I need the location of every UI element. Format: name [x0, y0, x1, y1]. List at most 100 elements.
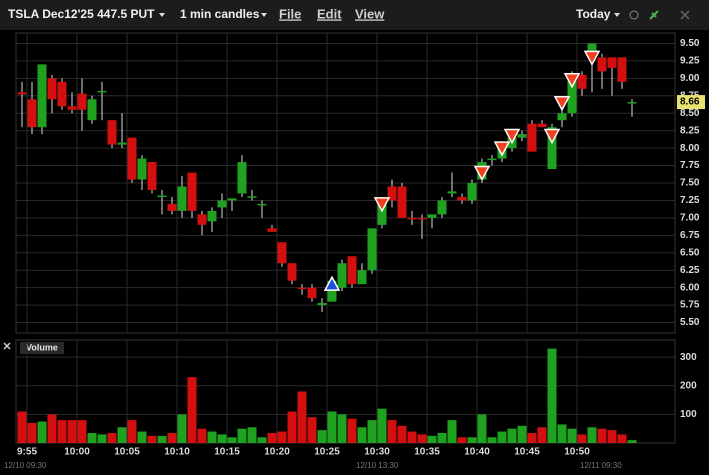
- volume-bar: [457, 437, 467, 443]
- volume-bar: [87, 432, 97, 443]
- candle-body: [157, 195, 167, 198]
- volume-bar: [137, 431, 147, 443]
- dropdown-arrow[interactable]: [261, 13, 267, 17]
- candle-body: [327, 280, 337, 302]
- volume-bar: [337, 414, 347, 443]
- y-tick-label: 6.50: [680, 247, 700, 258]
- trade-marker: [543, 128, 561, 145]
- candle-body: [237, 162, 247, 194]
- x-tick-label: 10:10: [164, 447, 190, 458]
- x-tick-label: 10:15: [214, 447, 240, 458]
- volume-bar: [597, 428, 607, 443]
- candle-body: [407, 217, 417, 220]
- candle-body: [617, 57, 627, 82]
- candle-body: [447, 191, 457, 194]
- y-tick-label: 7.00: [680, 213, 700, 224]
- trade-marker: [563, 72, 581, 89]
- candle-body: [467, 183, 477, 201]
- session-label: 12/10 13:30: [356, 461, 399, 470]
- candle-body: [217, 200, 227, 208]
- volume-bar: [257, 437, 267, 443]
- volume-bar: [447, 420, 457, 443]
- volume-bar: [607, 430, 617, 443]
- candle-body: [137, 158, 147, 180]
- candle-body: [277, 242, 287, 264]
- volume-bar: [117, 427, 127, 443]
- volume-bar: [347, 418, 357, 443]
- candle-body: [437, 200, 447, 215]
- volume-bar: [77, 420, 87, 443]
- volume-bar: [217, 434, 227, 443]
- candle-body: [127, 137, 137, 180]
- candle-body: [627, 102, 637, 104]
- volume-bar: [237, 428, 247, 443]
- candle-body: [167, 203, 177, 211]
- menu-file[interactable]: File: [279, 6, 301, 21]
- y-tick-label: 9.25: [680, 56, 700, 67]
- y-tick-label: 6.25: [680, 265, 700, 276]
- timeframe-selector[interactable]: 1 min candles: [180, 7, 260, 21]
- volume-bar: [467, 437, 477, 443]
- volume-bar: [557, 424, 567, 443]
- close-panel[interactable]: [3, 342, 11, 350]
- candle-body: [547, 127, 557, 170]
- y-tick-label: 8.50: [680, 108, 700, 119]
- candle-body: [197, 214, 207, 225]
- volume-bar: [407, 431, 417, 443]
- volume-bar: [397, 425, 407, 443]
- dropdown-arrow[interactable]: [159, 13, 165, 17]
- link-icon[interactable]: [649, 10, 659, 20]
- candle-body: [457, 196, 467, 201]
- volume-bar: [367, 420, 377, 443]
- candle-body: [77, 93, 87, 110]
- candle-body: [587, 43, 597, 51]
- candle-body: [87, 99, 97, 121]
- candle-body: [227, 198, 237, 201]
- close-icon[interactable]: [680, 10, 690, 20]
- menu-edit[interactable]: Edit: [317, 6, 342, 21]
- candle-body: [377, 200, 387, 225]
- candle-body: [517, 134, 527, 138]
- settings-icon[interactable]: [629, 10, 639, 20]
- symbol-selector[interactable]: TSLA Dec12'25 447.5 PUT: [8, 7, 155, 21]
- volume-bar: [227, 437, 237, 443]
- volume-bar: [317, 430, 327, 443]
- volume-bar: [307, 417, 317, 443]
- volume-bar: [387, 420, 397, 443]
- x-tick-label: 10:20: [264, 447, 290, 458]
- volume-bar: [587, 427, 597, 443]
- volume-bar: [197, 428, 207, 443]
- volume-title: Volume: [26, 342, 58, 352]
- menu-view[interactable]: View: [355, 6, 385, 21]
- volume-bar: [617, 434, 627, 443]
- dropdown-arrow[interactable]: [614, 13, 620, 17]
- y-tick-label: 8.00: [680, 143, 700, 154]
- trade-marker: [323, 275, 341, 291]
- candle-body: [247, 196, 257, 198]
- y-tick-label: 7.25: [680, 195, 700, 206]
- trade-marker: [373, 197, 391, 213]
- candle-body: [207, 210, 217, 222]
- candle-body: [387, 186, 397, 201]
- candle-body: [147, 162, 157, 190]
- candle-body: [47, 78, 57, 100]
- range-selector[interactable]: Today: [576, 7, 611, 21]
- volume-bar: [37, 421, 47, 443]
- y-tick-label: 6.00: [680, 282, 700, 293]
- volume-bar: [157, 435, 167, 443]
- volume-bar: [297, 391, 307, 443]
- x-tick-label: 10:05: [114, 447, 140, 458]
- candle-body: [527, 123, 537, 152]
- volume-bar: [497, 431, 507, 443]
- y-tick-label: 9.00: [680, 73, 700, 84]
- candle-body: [287, 263, 297, 281]
- candle-body: [37, 64, 47, 128]
- x-tick-label: 10:25: [314, 447, 340, 458]
- y-tick-label: 5.75: [680, 300, 700, 311]
- trade-marker: [473, 165, 491, 182]
- volume-bar: [247, 427, 257, 443]
- candle-body: [347, 256, 357, 285]
- volume-bar: [107, 432, 117, 443]
- candle-body: [57, 81, 67, 107]
